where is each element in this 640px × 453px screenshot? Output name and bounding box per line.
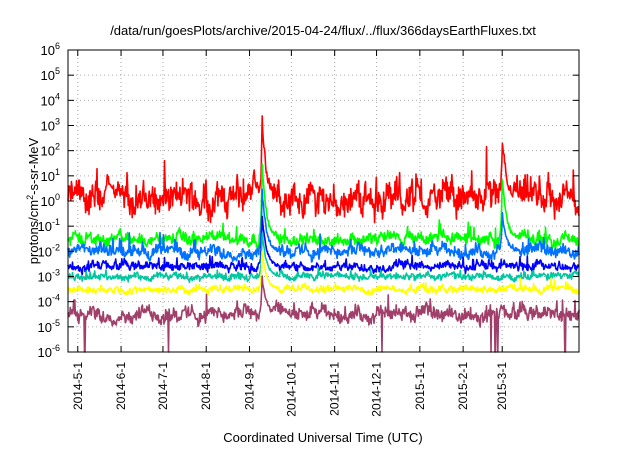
x-tick-label: 2014-12-1 bbox=[370, 362, 384, 417]
x-tick-label: 2014-11-1 bbox=[328, 362, 342, 416]
series-line-channel-2 bbox=[67, 163, 580, 253]
series-line-channel-1 bbox=[67, 115, 580, 224]
x-tick-label: 2014-7-1 bbox=[156, 362, 170, 410]
x-tick-label: 2014-9-1 bbox=[243, 362, 257, 410]
y-tick-label: 10-5 bbox=[38, 318, 60, 335]
y-tick-label: 101 bbox=[41, 167, 60, 184]
y-axis-label: protons/cm2-s-sr-MeV bbox=[25, 137, 41, 264]
series-line-channel-6 bbox=[67, 250, 580, 296]
x-tick-label: 2015-2-1 bbox=[456, 362, 470, 410]
x-tick-label: 2015-3-1 bbox=[495, 362, 509, 410]
y-tick-label: 10-2 bbox=[38, 242, 60, 259]
y-tick-label: 103 bbox=[41, 117, 60, 134]
y-tick-label: 104 bbox=[41, 91, 60, 108]
plot-frame bbox=[67, 49, 580, 353]
y-tick-label: 10-3 bbox=[38, 268, 60, 285]
y-tick-label: 100 bbox=[41, 192, 60, 209]
series-line-channel-4 bbox=[67, 215, 580, 276]
chart-title: /data/run/goesPlots/archive/2015-04-24/f… bbox=[110, 23, 536, 38]
series-line-channel-7 bbox=[67, 275, 580, 353]
y-tick-label: 102 bbox=[41, 142, 60, 159]
y-tick-label: 10-1 bbox=[38, 217, 60, 234]
series-line-channel-5 bbox=[67, 232, 580, 284]
y-tick-label: 105 bbox=[41, 66, 60, 83]
series-group bbox=[67, 115, 580, 353]
x-axis-label: Coordinated Universal Time (UTC) bbox=[223, 430, 422, 445]
x-tick-label: 2015-1-1 bbox=[413, 362, 427, 410]
x-tick-label: 2014-10-1 bbox=[284, 362, 298, 417]
y-tick-label: 106 bbox=[41, 41, 60, 58]
series-line-channel-3 bbox=[67, 188, 580, 263]
x-tick-label: 2014-8-1 bbox=[199, 362, 213, 410]
y-tick-label: 10-6 bbox=[38, 343, 60, 360]
y-tick-label: 10-4 bbox=[38, 293, 60, 310]
x-tick-label: 2014-5-1 bbox=[71, 362, 85, 410]
axes: 106 105 104 103 102 101 100 10-1 10-2 10-3 10-4 10-… bbox=[38, 41, 580, 417]
x-tick-label: 2014-6-1 bbox=[114, 362, 128, 410]
